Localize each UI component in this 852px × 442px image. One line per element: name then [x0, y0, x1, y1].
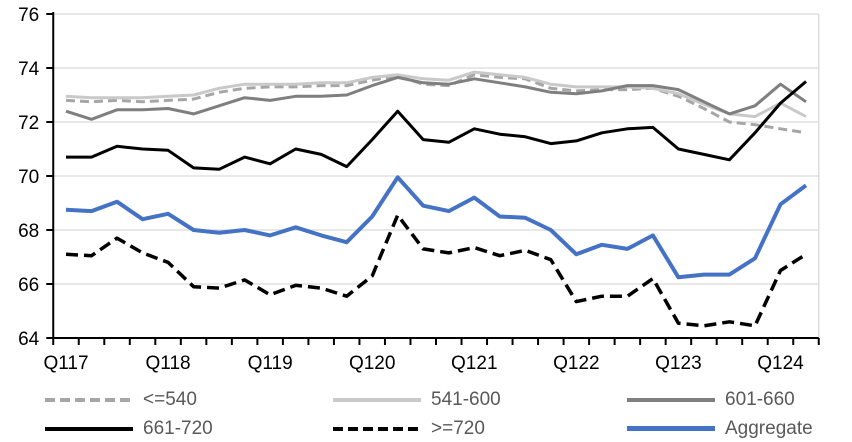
y-tick-label-64: 64 — [18, 329, 40, 350]
legend-item-le540: <=540 — [45, 387, 333, 412]
series-line-541-600 — [65, 70, 807, 119]
y-tick-label-72: 72 — [18, 113, 39, 134]
y-tick-label-74: 74 — [18, 59, 40, 80]
series-lines — [65, 70, 808, 328]
legend-marker-aggregate-line — [627, 426, 715, 431]
y-tick-label-70: 70 — [18, 167, 39, 188]
series-line-Aggregate — [65, 175, 808, 280]
x-tick-label-Q124: Q124 — [757, 353, 804, 374]
legend-label-601-660: 601-660 — [725, 388, 795, 410]
legend-item-601-660: 601-660 — [627, 387, 835, 412]
legend-marker-541-600-line — [333, 397, 421, 402]
legend-marker-ge720-dashed-line — [333, 426, 421, 431]
legend-label-661-720: 661-720 — [143, 417, 213, 439]
y-axis-tick-labels: 64 66 68 70 72 74 76 — [18, 5, 40, 350]
x-tick-label-Q117: Q117 — [43, 353, 88, 374]
x-tick-label-Q120: Q120 — [349, 353, 395, 374]
x-tick-label-Q121: Q121 — [451, 353, 497, 374]
chart-legend: <=540 541-600 601-660 661-720 >=720 Aggr… — [45, 387, 835, 441]
legend-item-541-600: 541-600 — [333, 387, 627, 412]
series-line-601-660 — [65, 75, 807, 121]
y-tick-label-68: 68 — [18, 221, 39, 242]
legend-label-aggregate: Aggregate — [725, 417, 813, 439]
x-tick-label-Q122: Q122 — [553, 353, 599, 374]
axes — [46, 12, 820, 345]
legend-item-aggregate: Aggregate — [627, 416, 835, 441]
x-tick-label-Q123: Q123 — [655, 353, 701, 374]
y-tick-label-76: 76 — [18, 5, 39, 26]
y-tick-label-66: 66 — [18, 275, 39, 296]
legend-marker-661-720-line — [45, 426, 133, 431]
legend-marker-601-660-line — [627, 397, 715, 402]
legend-marker-le540-dashed-line — [45, 397, 133, 402]
legend-item-661-720: 661-720 — [45, 416, 333, 441]
legend-item-ge720: >=720 — [333, 416, 627, 441]
series-line->=720 — [65, 213, 807, 328]
x-tick-label-Q119: Q119 — [248, 353, 293, 374]
x-axis-tick-labels: Q117 Q118 Q119 Q120 Q121 Q122 Q123 Q124 — [43, 353, 804, 374]
series-line-661-720 — [66, 80, 807, 171]
legend-label-le540: <=540 — [143, 388, 197, 410]
legend-label-541-600: 541-600 — [431, 388, 501, 410]
gridlines — [53, 13, 820, 338]
legend-label-ge720: >=720 — [431, 417, 485, 439]
x-tick-label-Q118: Q118 — [146, 353, 191, 374]
